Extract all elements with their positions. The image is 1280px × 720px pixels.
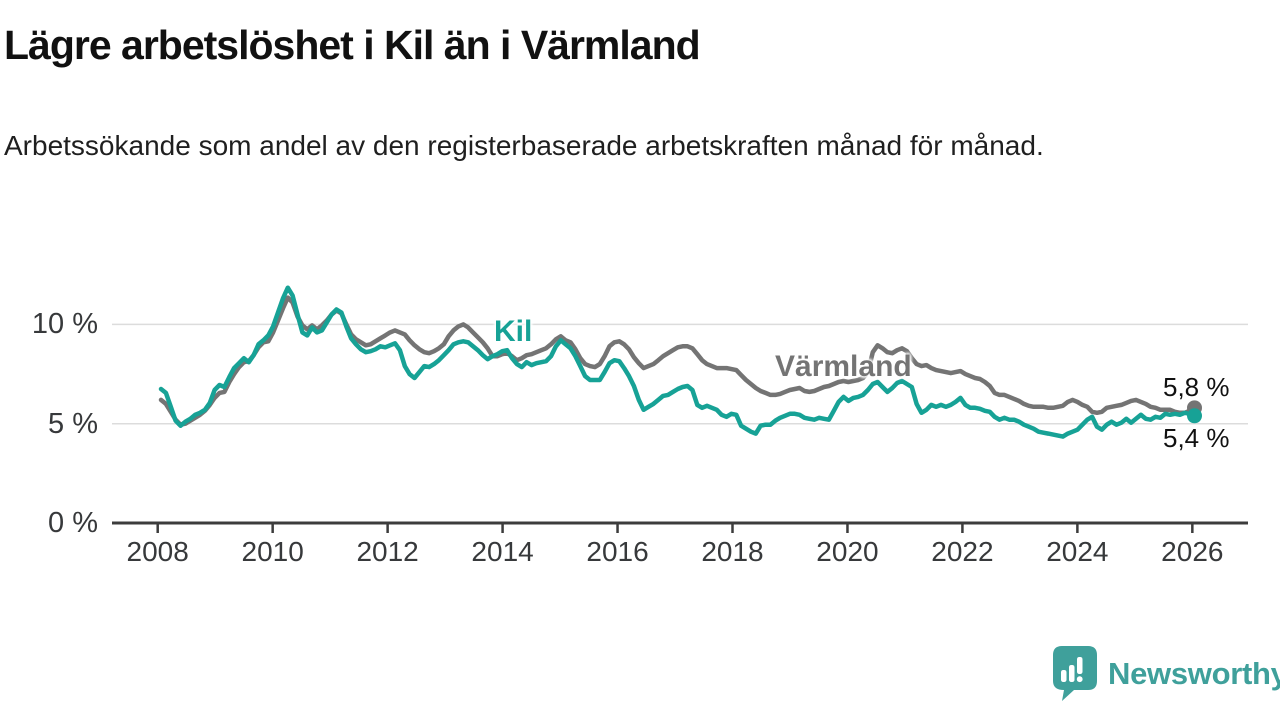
newsworthy-wordmark: Newsworthy [1108,656,1280,691]
x-axis-label-2014: 2014 [471,536,534,567]
series-label-kil: Kil [494,315,533,348]
varmland-line [158,295,1197,427]
newsworthy-bubble-icon [1053,646,1097,701]
kil-line [158,285,1197,439]
series-label-varmland: Värmland [775,350,912,383]
x-axis-label-2016: 2016 [586,536,649,567]
x-axis-label-2022: 2022 [931,536,994,567]
kil-end-dot [1187,408,1202,424]
end-value-label-varmland: 5,8 % [1163,372,1230,402]
page-title: Lägre arbetslöshet i Kil än i Värmland [4,22,701,68]
x-axis-label-2018: 2018 [701,536,764,567]
x-axis-label-2012: 2012 [356,536,419,567]
x-axis-label-2008: 2008 [126,536,189,567]
chart-subtitle: Arbetssökande som andel av den registerb… [4,130,1044,161]
newsworthy-logo: Newsworthy [1052,645,1280,703]
x-axis-label-2024: 2024 [1046,536,1109,567]
x-axis-label-2020: 2020 [816,536,879,567]
y-axis-label-10: 10 % [31,308,98,340]
x-axis-label-2026: 2026 [1161,536,1224,567]
end-value-label-kil: 5,4 % [1163,423,1230,453]
y-axis-label-5: 5 % [48,408,98,440]
y-axis-label-0: 0 % [48,507,98,539]
x-axis-label-2010: 2010 [241,536,304,567]
